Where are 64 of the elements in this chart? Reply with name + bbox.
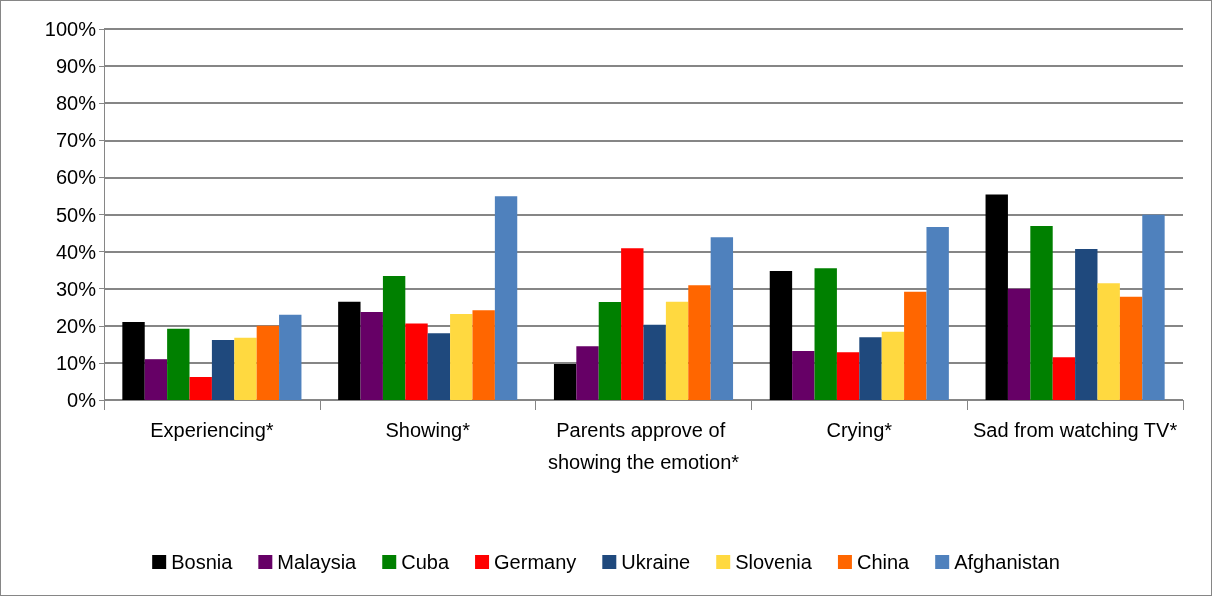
bar xyxy=(122,322,145,400)
bar xyxy=(450,313,473,400)
bar xyxy=(576,346,599,400)
bar xyxy=(598,302,622,400)
bar xyxy=(144,359,168,400)
bar xyxy=(427,333,451,400)
y-tick-label: 80% xyxy=(55,92,97,115)
legend-label: Malaysia xyxy=(277,551,358,573)
y-tick-label: 0% xyxy=(67,389,97,411)
bar xyxy=(338,301,361,400)
y-tick-label: 60% xyxy=(55,166,97,189)
bar xyxy=(472,310,495,400)
y-tick-label: 10% xyxy=(55,351,97,374)
bar xyxy=(211,339,235,400)
bar xyxy=(814,268,837,400)
bar xyxy=(1097,283,1120,400)
y-tick-label: 90% xyxy=(55,55,97,78)
bar xyxy=(985,194,1008,400)
bar xyxy=(688,285,711,400)
legend-label: Germany xyxy=(494,551,577,573)
y-tick-label: 30% xyxy=(55,277,97,300)
bar xyxy=(360,312,383,400)
bar xyxy=(1075,249,1098,400)
bar xyxy=(234,337,257,400)
legend-label: Bosnia xyxy=(171,551,234,573)
bar xyxy=(665,301,689,400)
legend-label: Ukraine xyxy=(621,551,691,573)
legend-label: China xyxy=(856,551,911,573)
bar xyxy=(859,337,882,400)
x-tick-label: Parents approve of showing the emotion* xyxy=(547,419,740,473)
y-tick-label: 70% xyxy=(55,129,97,152)
legend-label: Afghanistan xyxy=(954,551,1060,573)
bar xyxy=(1052,357,1076,400)
x-tick-label: Sad from watching TV* xyxy=(973,419,1178,441)
bar xyxy=(494,196,518,400)
bar xyxy=(643,324,666,400)
bar xyxy=(1030,226,1053,400)
legend-label: Cuba xyxy=(401,551,450,573)
x-tick-label: Experiencing* xyxy=(150,419,274,441)
bar xyxy=(836,352,860,400)
bar xyxy=(881,331,905,400)
x-tick-label: Crying* xyxy=(826,419,893,441)
bar xyxy=(1142,214,1165,400)
bar xyxy=(792,351,815,400)
bar xyxy=(279,314,302,400)
bar xyxy=(189,377,212,400)
y-tick-label: 50% xyxy=(55,203,97,226)
x-tick-label: Showing* xyxy=(385,419,471,441)
bar xyxy=(256,325,280,400)
y-tick-label: 20% xyxy=(55,314,97,337)
y-tick-label: 40% xyxy=(55,240,97,263)
bar xyxy=(769,270,793,400)
y-tick-label: 100% xyxy=(44,18,97,40)
bar xyxy=(710,237,734,400)
bar xyxy=(1119,296,1143,400)
bar xyxy=(405,323,428,400)
bar xyxy=(382,276,406,400)
bar xyxy=(167,328,190,400)
legend-label: Slovenia xyxy=(735,551,813,573)
bar xyxy=(1007,288,1031,400)
bar xyxy=(926,227,949,400)
bar xyxy=(621,248,644,400)
bar xyxy=(553,364,577,400)
bar xyxy=(904,291,927,400)
